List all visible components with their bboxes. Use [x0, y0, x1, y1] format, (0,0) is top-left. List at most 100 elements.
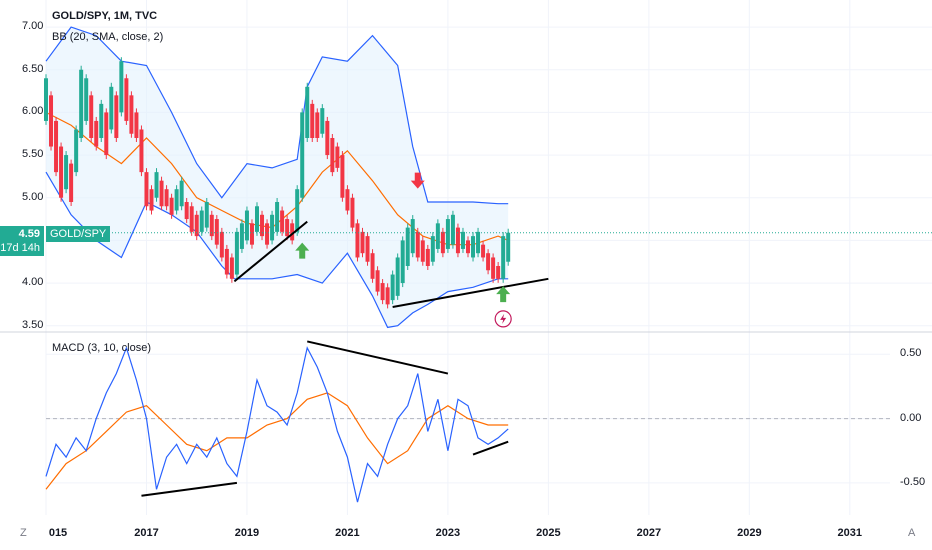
candle — [280, 210, 285, 232]
arrow-down-icon — [410, 172, 425, 189]
macd-tick-label: 0.00 — [900, 411, 922, 424]
time-tick-label: 2017 — [134, 527, 159, 539]
candle — [109, 86, 114, 130]
candle — [355, 223, 360, 258]
candle — [340, 155, 345, 198]
candle — [390, 274, 395, 301]
time-tick-label: 2031 — [837, 527, 863, 539]
symbol-tag: GOLD/SPY — [46, 226, 111, 242]
candle — [114, 95, 119, 138]
candle — [375, 270, 380, 292]
macd-signal-line — [45, 392, 509, 490]
candle — [370, 253, 375, 279]
price-tick-label: 3.50 — [22, 318, 44, 331]
candle — [184, 202, 189, 220]
candle — [305, 86, 310, 138]
candle — [330, 138, 335, 173]
candle — [395, 257, 400, 296]
candle — [219, 231, 224, 258]
price-tick-label: 5.50 — [22, 148, 44, 161]
candle — [491, 257, 496, 279]
candle — [400, 240, 405, 284]
candle — [54, 120, 59, 173]
candle — [104, 112, 109, 156]
candle — [430, 236, 435, 262]
candle — [385, 287, 390, 305]
candle — [476, 231, 481, 254]
candle — [64, 155, 69, 190]
candle — [290, 223, 295, 241]
time-tick-label: 2029 — [737, 527, 762, 539]
chart-title: GOLD/SPY, 1M, TVC — [52, 10, 158, 22]
candle — [295, 189, 300, 232]
candle — [425, 248, 430, 266]
trendline-macd — [307, 340, 449, 375]
candle — [214, 219, 219, 245]
candle — [189, 206, 194, 232]
candle — [164, 189, 169, 207]
candle — [124, 78, 129, 121]
candle — [119, 61, 124, 113]
candle — [450, 214, 455, 245]
bb-band-fill — [46, 27, 509, 328]
candle — [265, 223, 270, 245]
arrow-up-icon — [496, 286, 511, 303]
trendline-price — [392, 277, 549, 308]
candle — [260, 214, 265, 237]
candle — [159, 180, 164, 207]
last-price-tag: 4.59 17d 14h — [0, 226, 44, 256]
macd-tick-label: -0.50 — [900, 475, 926, 488]
candle — [275, 202, 280, 232]
candle — [315, 112, 320, 138]
trendline-price — [233, 220, 308, 283]
candle — [460, 231, 465, 249]
arrow-up-icon — [295, 242, 310, 259]
candle — [415, 231, 420, 258]
candle — [440, 231, 445, 254]
candle — [74, 129, 79, 173]
candle — [194, 214, 199, 237]
candle — [506, 232, 511, 262]
candle — [69, 163, 74, 202]
candle — [486, 253, 491, 271]
macd-indicator-label[interactable]: MACD (3, 10, close) — [52, 342, 152, 354]
candle — [481, 244, 486, 258]
trendline-macd — [141, 481, 238, 497]
candle — [445, 219, 450, 249]
candle — [234, 231, 239, 275]
bb-indicator-label[interactable]: BB (20, SMA, close, 2) — [52, 31, 164, 43]
candle — [89, 95, 94, 138]
candle — [270, 214, 275, 241]
candle — [496, 266, 501, 279]
timezone-corner-button[interactable]: Z — [20, 527, 27, 539]
candle — [255, 206, 259, 232]
candle — [149, 189, 154, 211]
candle — [79, 69, 84, 138]
candle — [360, 231, 365, 254]
candle — [405, 227, 410, 266]
candle — [435, 223, 440, 249]
candle — [84, 78, 89, 121]
candle — [49, 95, 54, 147]
candle — [325, 120, 330, 156]
candle — [285, 219, 290, 237]
auto-scale-button[interactable]: A — [908, 527, 916, 539]
candle — [169, 197, 174, 215]
candle — [244, 210, 249, 241]
time-tick-label: 2025 — [536, 527, 561, 539]
lightning-icon — [500, 313, 507, 324]
candle — [59, 146, 64, 198]
candle — [179, 180, 184, 207]
candle — [365, 236, 370, 262]
candle — [44, 78, 48, 121]
candle — [471, 236, 476, 258]
price-tick-label: 6.00 — [22, 105, 44, 118]
candle — [410, 219, 415, 254]
time-tick-label: 015 — [48, 527, 68, 539]
candle — [129, 95, 134, 134]
time-tick-label: 2021 — [335, 527, 360, 539]
macd-line — [45, 346, 509, 503]
candle — [229, 257, 234, 279]
bar-countdown: 17d 14h — [0, 242, 40, 254]
